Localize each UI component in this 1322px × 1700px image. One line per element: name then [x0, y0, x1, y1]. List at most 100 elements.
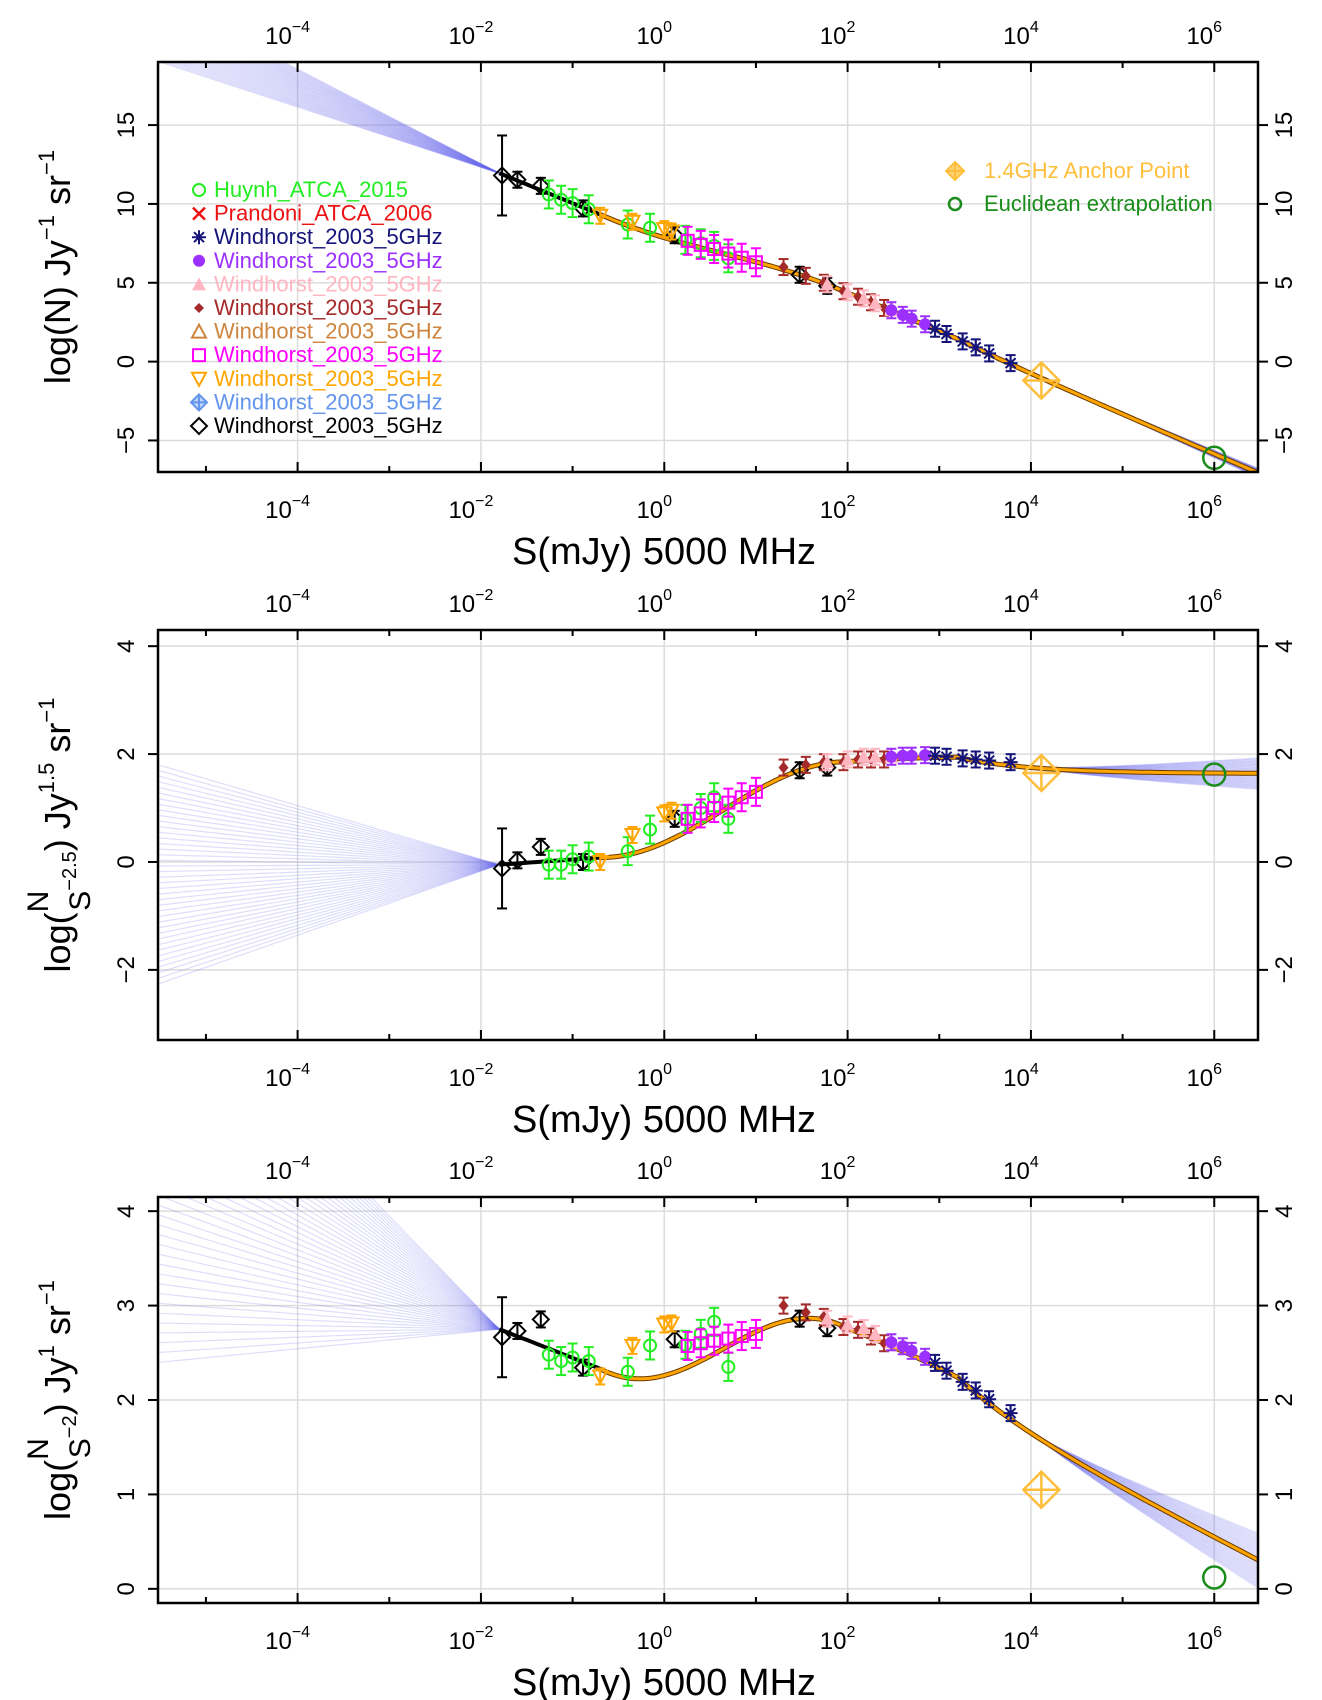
series-magenta — [680, 776, 763, 834]
data-point — [982, 753, 997, 768]
y-tick-label: 2 — [113, 1393, 140, 1406]
series-navy — [928, 319, 1018, 373]
tick-exponent: 6 — [1213, 493, 1222, 510]
top-tick-label: 104 — [1003, 587, 1039, 618]
tick-base: 10 — [448, 497, 475, 524]
data-point — [678, 1337, 693, 1352]
posterior-line — [286, 1197, 1258, 1570]
legend-marker — [947, 196, 963, 212]
posterior-line — [353, 1197, 1258, 1584]
top-tick-label: 106 — [1186, 587, 1222, 618]
data-point — [885, 750, 898, 763]
series-navy — [928, 1353, 1018, 1423]
tick-base: 10 — [448, 1158, 475, 1185]
tick-base: 10 — [265, 497, 292, 524]
tick-base: 10 — [1186, 1628, 1213, 1655]
data-point — [778, 1299, 789, 1312]
data-point — [778, 761, 789, 774]
tick-exponent: 0 — [663, 1154, 672, 1171]
data-point — [662, 224, 681, 241]
posterior-line — [369, 1197, 1258, 1589]
data-point — [507, 1321, 527, 1341]
anchor-point — [1021, 1469, 1062, 1510]
y-ticks — [148, 1210, 1268, 1590]
legend-label: Windhorst_2003_5GHz — [214, 248, 443, 273]
posterior-line — [158, 1204, 1258, 1557]
y-tick-label-right: 1 — [1271, 1488, 1298, 1501]
bottom-tick-label: 102 — [820, 493, 856, 524]
legend-label: Windhorst_2003_5GHz — [214, 224, 443, 249]
series-green — [541, 1306, 736, 1387]
y-tick-label-right: −5 — [1271, 427, 1298, 454]
series-purple — [885, 746, 932, 766]
data-point — [662, 1316, 681, 1333]
data-point — [778, 261, 789, 274]
posterior-line — [222, 1197, 1258, 1562]
tick-base: 10 — [1003, 497, 1030, 524]
y-label-part: S — [64, 891, 97, 911]
tick-base: 10 — [1003, 591, 1030, 618]
legend-marker — [192, 183, 206, 197]
posterior-line — [366, 1197, 1258, 1588]
data-point — [507, 170, 527, 190]
bottom-tick-label: 104 — [1003, 493, 1039, 524]
tick-base: 10 — [265, 23, 292, 50]
data-point — [680, 233, 695, 248]
posterior-line — [319, 1197, 1258, 1575]
bottom-tick-label: 106 — [1186, 1624, 1222, 1655]
legend-label: Windhorst_2003_5GHz — [214, 342, 443, 367]
tick-base: 10 — [265, 1158, 292, 1185]
tick-exponent: −2 — [475, 1154, 493, 1171]
data-point — [620, 844, 635, 859]
y-tick-label: 1 — [113, 1488, 140, 1501]
top-tick-label: 102 — [820, 1154, 856, 1185]
tick-base: 10 — [636, 1628, 663, 1655]
data-point — [680, 811, 695, 826]
bottom-tick-label: 102 — [820, 1624, 856, 1655]
top-tick-label: 106 — [1186, 19, 1222, 50]
y-axis-label: log(N S−2.5) Jy1.5 sr−1 — [22, 698, 97, 973]
y-label-part: ) Jy — [37, 1357, 78, 1415]
data-point — [800, 1306, 811, 1319]
posterior-line — [184, 1197, 1258, 1560]
x-axis-label: S(mJy) 5000 MHz — [512, 531, 816, 573]
y-label-part: log( — [37, 912, 78, 972]
tick-exponent: 2 — [846, 1154, 855, 1171]
tick-base: 10 — [265, 591, 292, 618]
legend-label: Windhorst_2003_5GHz — [214, 389, 443, 414]
bottom-tick-label: 102 — [820, 1061, 856, 1092]
x-axis-label: S(mJy) 5000 MHz — [512, 1662, 816, 1700]
y-label-part: −1 — [34, 1280, 59, 1305]
data-point — [507, 850, 527, 870]
tick-base: 10 — [448, 1065, 475, 1092]
posterior-lines — [158, 1197, 1258, 1589]
data-point — [820, 277, 835, 291]
posterior-line — [204, 1197, 1258, 1561]
posterior-line — [312, 1197, 1258, 1574]
euclidean-point — [1202, 1565, 1227, 1590]
tick-base: 10 — [820, 23, 847, 50]
posterior-line — [158, 1224, 1258, 1554]
data-point — [531, 176, 551, 196]
legend-label: Huynh_ATCA_2015 — [214, 177, 408, 202]
tick-base: 10 — [1003, 1065, 1030, 1092]
bottom-tick-label: 10−2 — [448, 1624, 493, 1655]
posterior-line — [158, 1317, 1258, 1534]
tick-exponent: −2 — [475, 587, 493, 604]
y-tick-label: 3 — [113, 1299, 140, 1312]
data-point — [541, 187, 556, 202]
plot-frame — [156, 628, 1260, 1042]
y-tick-label: −5 — [113, 427, 140, 454]
tick-exponent: 4 — [1030, 1061, 1039, 1078]
bottom-tick-label: 100 — [636, 1624, 672, 1655]
posterior-line — [158, 756, 1258, 946]
bottom-tick-label: 100 — [636, 493, 672, 524]
series-purple — [885, 301, 932, 334]
y-label-part: −2 — [59, 1415, 81, 1438]
top-tick-label: 104 — [1003, 1154, 1039, 1185]
data-point — [721, 795, 736, 810]
y-label-part: log( — [37, 1460, 78, 1520]
y-tick-label-right: 4 — [1271, 1204, 1298, 1217]
data-point — [748, 1326, 763, 1341]
data-point — [707, 801, 722, 816]
